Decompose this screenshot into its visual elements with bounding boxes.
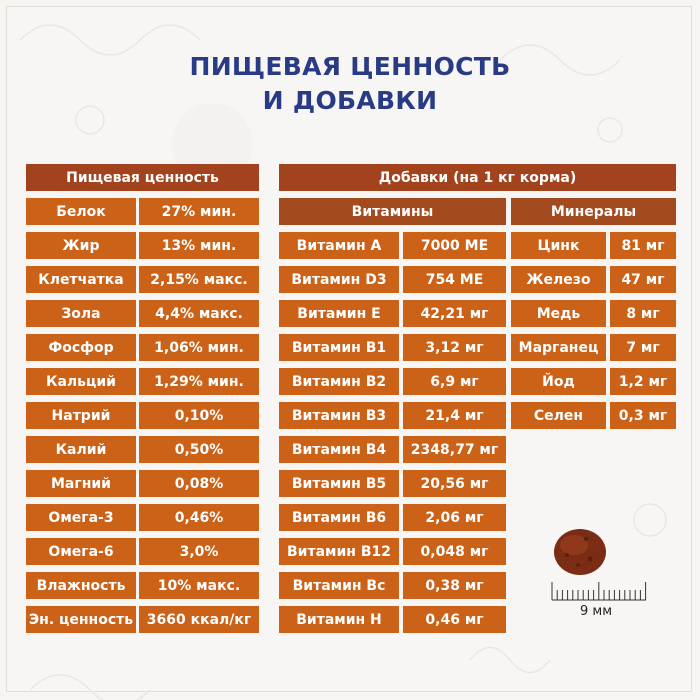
- kibble-scale: [551, 582, 647, 601]
- vitamin-name-cell: Витамин H: [279, 606, 399, 633]
- nutrition-value-cell: 0,50%: [139, 436, 259, 463]
- vitamin-value-cell: 2,06 мг: [403, 504, 506, 531]
- vitamin-value-cell: 20,56 мг: [403, 470, 506, 497]
- nutrition-name-cell: Жир: [26, 232, 136, 259]
- nutrition-name-cell: Магний: [26, 470, 136, 497]
- vitamin-value-cell: 0,46 мг: [403, 606, 506, 633]
- nutrition-value-cell: 10% макс.: [139, 572, 259, 599]
- vitamin-name-cell: Витамин B1: [279, 334, 399, 361]
- mineral-name-cell: Железо: [511, 266, 606, 293]
- mineral-value-cell: 0,3 мг: [610, 402, 676, 429]
- nutrition-name-cell: Белок: [26, 198, 136, 225]
- kibble-size-label: 9 мм: [579, 604, 613, 619]
- page-title: ПИЩЕВАЯ ЦЕННОСТЬ И ДОБАВКИ: [0, 50, 700, 118]
- vitamin-value-cell: 7000 МЕ: [403, 232, 506, 259]
- minerals-header: Минералы: [511, 198, 676, 225]
- nutrition-value-cell: 4,4% макс.: [139, 300, 259, 327]
- vitamin-name-cell: Витамин Bc: [279, 572, 399, 599]
- mineral-name-cell: Медь: [511, 300, 606, 327]
- mineral-value-cell: 1,2 мг: [610, 368, 676, 395]
- vitamin-value-cell: 6,9 мг: [403, 368, 506, 395]
- vitamin-value-cell: 2348,77 мг: [403, 436, 506, 463]
- vitamin-name-cell: Витамин B3: [279, 402, 399, 429]
- mineral-name-cell: Йод: [511, 368, 606, 395]
- nutrition-value-cell: 3660 ккал/кг: [139, 606, 259, 633]
- nutrition-value-cell: 0,08%: [139, 470, 259, 497]
- nutrition-name-cell: Влажность: [26, 572, 136, 599]
- mineral-value-cell: 81 мг: [610, 232, 676, 259]
- vitamin-name-cell: Витамин B6: [279, 504, 399, 531]
- vitamin-value-cell: 0,38 мг: [403, 572, 506, 599]
- mineral-value-cell: 7 мг: [610, 334, 676, 361]
- vitamin-name-cell: Витамин E: [279, 300, 399, 327]
- nutrition-name-cell: Фосфор: [26, 334, 136, 361]
- nutrition-value-cell: 0,10%: [139, 402, 259, 429]
- nutrition-value-cell: 3,0%: [139, 538, 259, 565]
- nutrition-name-cell: Омега-3: [26, 504, 136, 531]
- nutrition-value-cell: 2,15% макс.: [139, 266, 259, 293]
- nutrition-name-cell: Омега-6: [26, 538, 136, 565]
- vitamin-name-cell: Витамин B12: [279, 538, 399, 565]
- mineral-value-cell: 8 мг: [610, 300, 676, 327]
- vitamin-name-cell: Витамин B4: [279, 436, 399, 463]
- vitamin-value-cell: 754 МЕ: [403, 266, 506, 293]
- nutrition-name-cell: Калий: [26, 436, 136, 463]
- mineral-value-cell: 47 мг: [610, 266, 676, 293]
- nutrition-name-cell: Натрий: [26, 402, 136, 429]
- title-line-1: ПИЩЕВАЯ ЦЕННОСТЬ: [189, 52, 511, 81]
- nutrition-value-cell: 27% мин.: [139, 198, 259, 225]
- mineral-name-cell: Цинк: [511, 232, 606, 259]
- vitamin-name-cell: Витамин D3: [279, 266, 399, 293]
- vitamin-value-cell: 3,12 мг: [403, 334, 506, 361]
- nutrition-name-cell: Клетчатка: [26, 266, 136, 293]
- kibble-image: [554, 529, 606, 575]
- vitamin-value-cell: 42,21 мг: [403, 300, 506, 327]
- additives-header: Добавки (на 1 кг корма): [279, 164, 676, 191]
- nutrition-header: Пищевая ценность: [26, 164, 259, 191]
- nutrition-value-cell: 1,29% мин.: [139, 368, 259, 395]
- vitamin-name-cell: Витамин B5: [279, 470, 399, 497]
- mineral-name-cell: Селен: [511, 402, 606, 429]
- vitamin-name-cell: Витамин A: [279, 232, 399, 259]
- title-line-2: И ДОБАВКИ: [262, 86, 438, 115]
- nutrition-name-cell: Эн. ценность: [26, 606, 136, 633]
- mineral-name-cell: Марганец: [511, 334, 606, 361]
- vitamins-header: Витамины: [279, 198, 506, 225]
- vitamin-value-cell: 0,048 мг: [403, 538, 506, 565]
- nutrition-value-cell: 1,06% мин.: [139, 334, 259, 361]
- nutrition-name-cell: Кальций: [26, 368, 136, 395]
- nutrition-value-cell: 13% мин.: [139, 232, 259, 259]
- nutrition-value-cell: 0,46%: [139, 504, 259, 531]
- vitamin-value-cell: 21,4 мг: [403, 402, 506, 429]
- nutrition-name-cell: Зола: [26, 300, 136, 327]
- vitamin-name-cell: Витамин B2: [279, 368, 399, 395]
